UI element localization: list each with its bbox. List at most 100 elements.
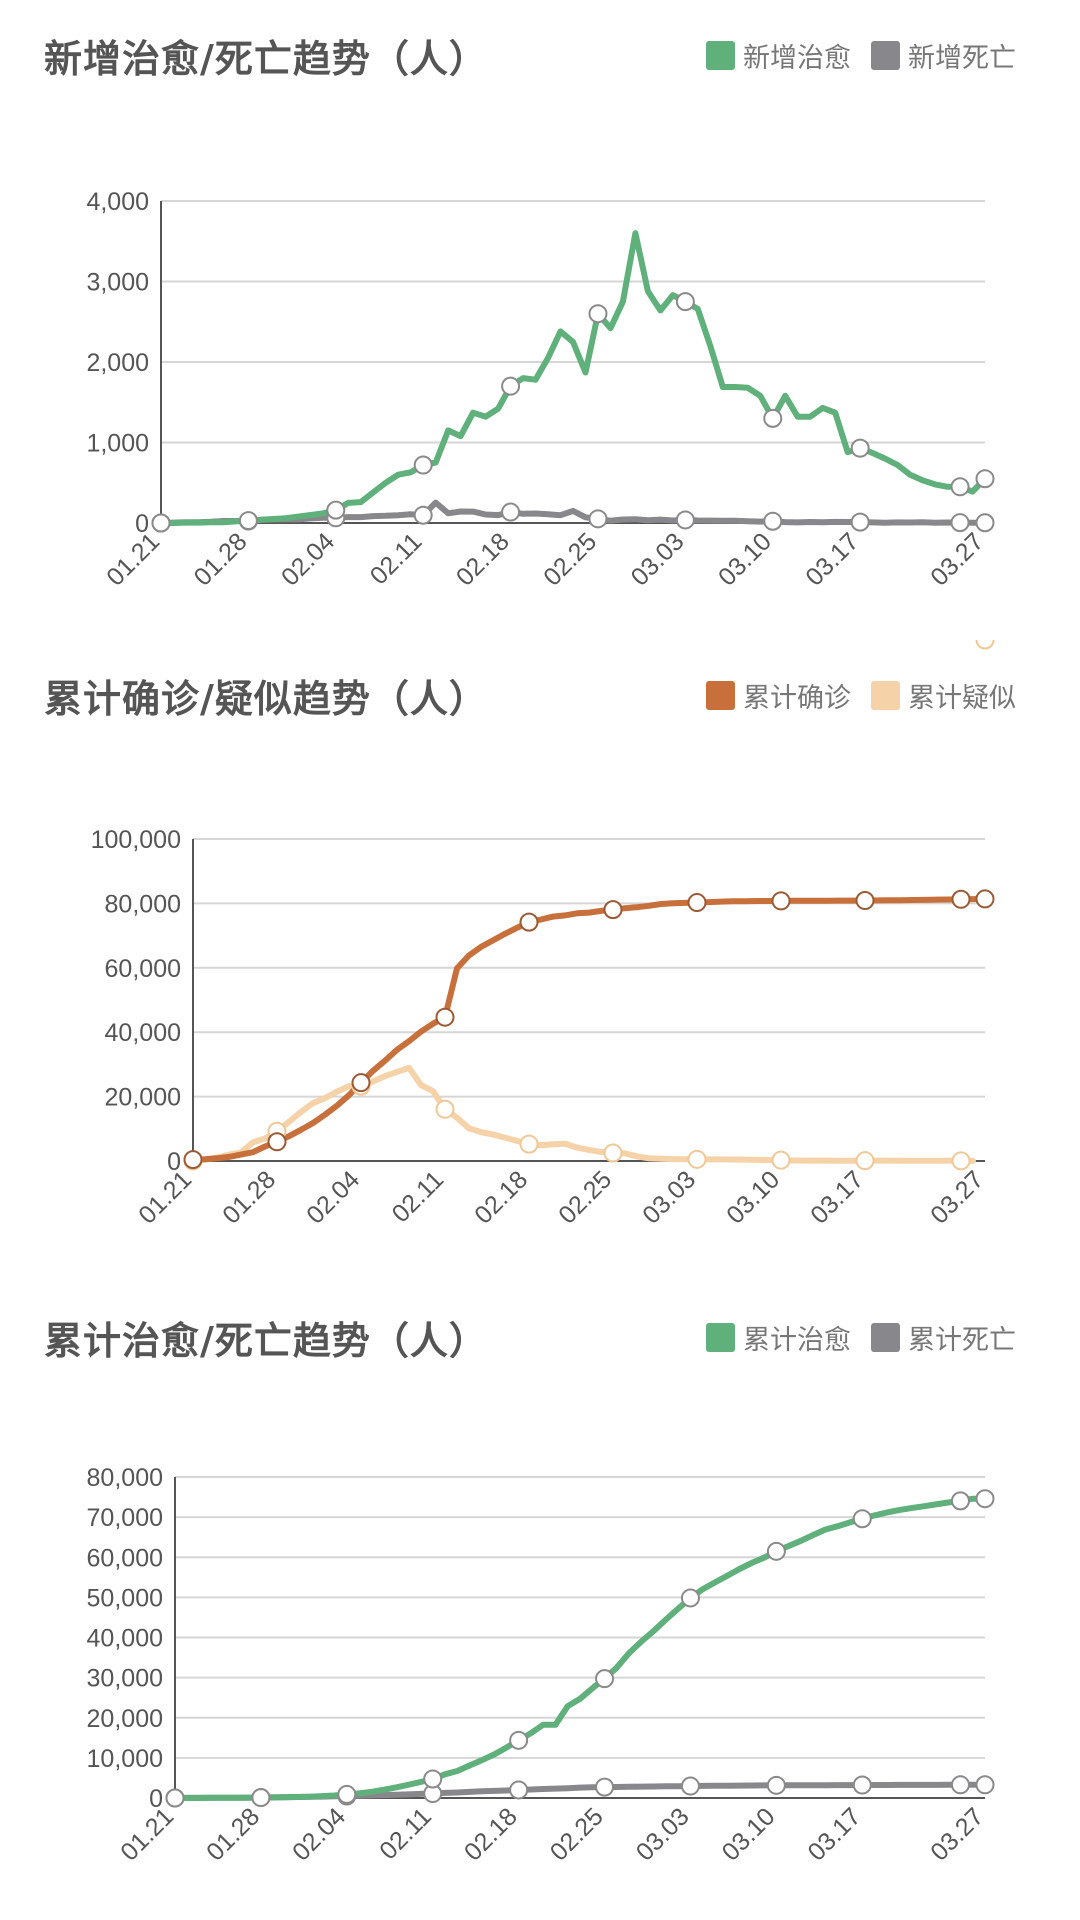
data-point-marker[interactable] xyxy=(603,1143,623,1163)
data-point-marker[interactable] xyxy=(950,477,970,497)
data-point-marker[interactable] xyxy=(687,1149,707,1169)
data-point-marker[interactable] xyxy=(951,889,971,909)
legend-item-daily-cured[interactable]: 新增治愈 xyxy=(706,36,851,75)
x-tick-label: 03.03 xyxy=(637,1165,701,1229)
x-tick-label: 01.21 xyxy=(101,527,165,591)
y-tick-label: 10,000 xyxy=(87,1745,163,1773)
x-tick-label: 02.25 xyxy=(553,1165,617,1229)
data-point-marker[interactable] xyxy=(975,889,995,909)
data-point-marker[interactable] xyxy=(413,505,433,525)
data-point-marker[interactable] xyxy=(675,292,695,312)
line-chart-cumulative-cured-deaths[interactable]: 0 10,000 20,000 30,000 40,000 50,000 60,000 70,… xyxy=(0,1300,1080,1920)
chart-title: 累计确诊/疑似趋势（人） xyxy=(44,677,488,721)
data-point-marker[interactable] xyxy=(975,640,995,650)
data-point-marker[interactable] xyxy=(588,304,608,324)
data-point-marker[interactable] xyxy=(337,1784,357,1804)
y-tick-label: 40,000 xyxy=(105,1019,181,1047)
data-point-marker[interactable] xyxy=(519,912,539,932)
y-tick-label: 100,000 xyxy=(91,826,181,854)
data-point-marker[interactable] xyxy=(975,1775,995,1795)
data-point-marker[interactable] xyxy=(603,900,623,920)
data-point-marker[interactable] xyxy=(326,500,346,520)
line-chart-cumulative-confirmed-suspected[interactable]: 0 20,000 40,000 60,000 80,000 100,000 01.21 01.… xyxy=(0,640,1080,1300)
data-point-marker[interactable] xyxy=(588,509,608,529)
line-chart-daily-cured-deaths[interactable]: 0 1,000 2,000 3,000 4,000 01.21 01.28 02.04 02.1… xyxy=(0,0,1080,640)
data-point-marker[interactable] xyxy=(165,1788,185,1808)
chart-legend: 累计确诊 累计疑似 xyxy=(706,676,1036,715)
legend-swatch-icon xyxy=(871,41,900,70)
data-point-marker[interactable] xyxy=(850,438,870,458)
x-tick-label: 02.11 xyxy=(387,1165,450,1228)
legend-swatch-icon xyxy=(706,1323,735,1352)
y-tick-label: 0 xyxy=(149,1785,163,1813)
data-point-marker[interactable] xyxy=(501,376,521,396)
x-tick-label: 03.17 xyxy=(805,1165,869,1229)
data-point-marker[interactable] xyxy=(509,1780,529,1800)
data-point-marker[interactable] xyxy=(519,1134,539,1154)
data-point-marker[interactable] xyxy=(850,512,870,532)
legend-item-cumulative-deaths[interactable]: 累计死亡 xyxy=(871,1318,1016,1357)
data-point-marker[interactable] xyxy=(238,511,258,531)
x-tick-label: 01.21 xyxy=(115,1802,179,1866)
data-point-marker[interactable] xyxy=(509,1730,529,1750)
legend-swatch-icon xyxy=(706,681,735,710)
legend-item-cumulative-cured[interactable]: 累计治愈 xyxy=(706,1318,851,1357)
data-point-marker[interactable] xyxy=(855,891,875,911)
data-point-marker[interactable] xyxy=(687,893,707,913)
data-point-marker[interactable] xyxy=(595,1669,615,1689)
legend-item-daily-deaths[interactable]: 新增死亡 xyxy=(871,36,1016,75)
x-tick-label: 02.11 xyxy=(374,1802,437,1865)
data-point-marker[interactable] xyxy=(151,513,171,533)
x-tick-label: 03.10 xyxy=(717,1802,781,1866)
chart-legend: 累计治愈 累计死亡 xyxy=(706,1318,1036,1357)
data-point-marker[interactable] xyxy=(680,1776,700,1796)
y-tick-label: 2,000 xyxy=(86,349,149,377)
data-point-marker[interactable] xyxy=(771,1150,791,1170)
chart-section-daily-cured-deaths: 新增治愈/死亡趋势（人） 新增治愈 新增死亡 0 1,000 2,000 3,000 4… xyxy=(0,0,1080,640)
data-point-marker[interactable] xyxy=(435,1099,455,1119)
data-point-marker[interactable] xyxy=(771,891,791,911)
data-point-marker[interactable] xyxy=(975,513,995,533)
data-point-marker[interactable] xyxy=(675,510,695,530)
x-tick-label: 01.28 xyxy=(189,527,253,591)
y-tick-label: 40,000 xyxy=(87,1625,163,1653)
chart-title: 新增治愈/死亡趋势（人） xyxy=(44,37,488,81)
legend-item-cumulative-suspected[interactable]: 累计疑似 xyxy=(871,676,1016,715)
series-line xyxy=(190,1064,976,1164)
data-point-marker[interactable] xyxy=(501,502,521,522)
legend-item-cumulative-confirmed[interactable]: 累计确诊 xyxy=(706,676,851,715)
data-point-marker[interactable] xyxy=(680,1588,700,1608)
chart-legend: 新增治愈 新增死亡 xyxy=(706,36,1036,75)
data-point-marker[interactable] xyxy=(950,513,970,533)
series-line xyxy=(172,1495,988,1801)
data-point-marker[interactable] xyxy=(852,1775,872,1795)
data-point-marker[interactable] xyxy=(435,1007,455,1027)
data-point-marker[interactable] xyxy=(950,1491,970,1511)
y-tick-label: 70,000 xyxy=(87,1504,163,1532)
x-tick-label: 03.17 xyxy=(800,527,864,591)
data-point-marker[interactable] xyxy=(852,1509,872,1529)
data-point-marker[interactable] xyxy=(413,455,433,475)
series-line xyxy=(190,895,988,1163)
data-point-marker[interactable] xyxy=(766,1775,786,1795)
data-point-marker[interactable] xyxy=(975,1489,995,1509)
data-point-marker[interactable] xyxy=(251,1788,271,1808)
data-point-marker[interactable] xyxy=(950,1775,970,1795)
data-point-marker[interactable] xyxy=(183,1150,203,1170)
x-tick-label: 02.18 xyxy=(469,1165,533,1229)
data-point-marker[interactable] xyxy=(763,408,783,428)
data-point-marker[interactable] xyxy=(595,1777,615,1797)
data-point-marker[interactable] xyxy=(951,1151,971,1171)
data-point-marker[interactable] xyxy=(766,1541,786,1561)
y-tick-label: 80,000 xyxy=(105,890,181,918)
data-point-marker[interactable] xyxy=(267,1132,287,1152)
x-tick-label: 03.27 xyxy=(925,527,989,591)
data-point-marker[interactable] xyxy=(763,511,783,531)
x-tick-label: 02.04 xyxy=(287,1802,351,1866)
legend-swatch-icon xyxy=(706,41,735,70)
data-point-marker[interactable] xyxy=(423,1769,443,1789)
data-point-marker[interactable] xyxy=(975,469,995,489)
data-point-marker[interactable] xyxy=(351,1073,371,1093)
legend-swatch-icon xyxy=(871,1323,900,1352)
data-point-marker[interactable] xyxy=(855,1151,875,1171)
